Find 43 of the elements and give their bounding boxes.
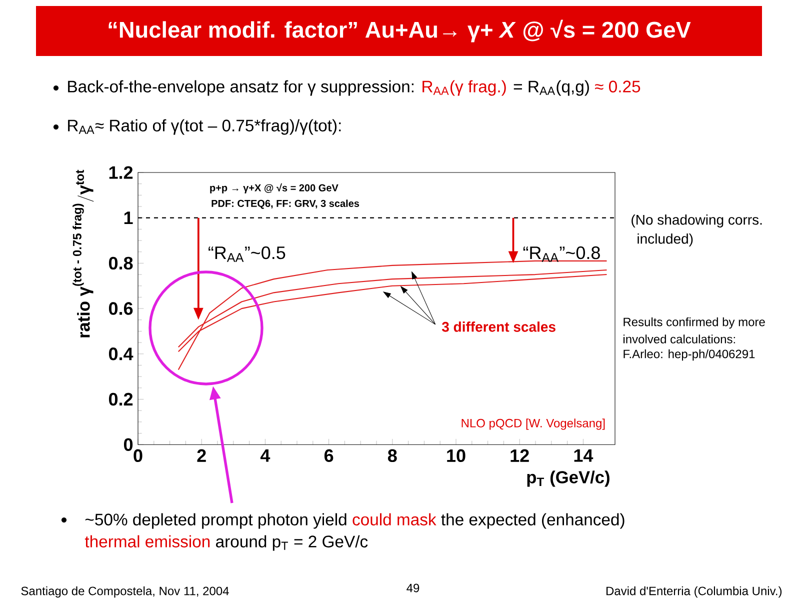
y-tick-label: 0.2 (108, 392, 133, 406)
annotation: “R$_{AA}$”~0.5 (208, 246, 286, 262)
x-tick-label: 10 (447, 449, 466, 462)
text: (No shadowing corrs. (632, 214, 762, 228)
text: ≈ 0.25 (595, 80, 640, 92)
x-tick-label: 8 (388, 449, 397, 462)
line-series (178, 260, 608, 370)
annotation: p+p → γ+X @ √s = 200 GeV (210, 183, 338, 194)
text: F.Arleo: hep-ph/0406291 (624, 349, 755, 361)
text: = R$_{AA}$(q,g) (514, 80, 589, 96)
x-axis-title: p$_{T}$ (GeV/c) (527, 470, 610, 487)
text: 49 (406, 584, 420, 592)
x-tick-label: 2 (197, 449, 206, 462)
text: could mask (352, 513, 436, 526)
chart-title: “Nuclear modif. factor” Au+Au→ γ+ X @ √s = 200 GeV (108, 20, 691, 42)
x-tick-label: 4 (260, 449, 270, 462)
y-tick-label: 0.4 (108, 348, 134, 360)
text: Back-of-the-envelope ansatz for γ suppression: (68, 80, 414, 96)
annotation: NLO pQCD [W. Vogelsang] (462, 418, 605, 430)
annotation: “R$_{AA}$”~0.8 (523, 246, 600, 262)
x-tick-label: 6 (324, 449, 334, 462)
text: included) (638, 233, 693, 247)
text: ~50% depleted prompt photon yield (85, 513, 346, 529)
text: around p$_{T}$ = 2 GeV/c (216, 535, 368, 551)
y-tick-label: 0.8 (108, 256, 133, 270)
x-tick-label: 14 (574, 449, 594, 462)
text: the expected (enhanced) (441, 513, 624, 529)
y-tick-label: 1 (124, 212, 133, 224)
annotation: PDF: CTEQ6, FF: GRV, 3 scales (212, 200, 360, 209)
text: David d'Enterria (Columbia Univ.) (606, 586, 782, 598)
text: Results confirmed by more (624, 317, 765, 329)
x-tick-label: 0 (134, 449, 142, 462)
y-tick-label: 1.2 (109, 166, 133, 179)
text: thermal emission (84, 535, 210, 548)
y-tick-label: 0 (124, 438, 133, 451)
text: Santiago de Compostela, Nov 11, 2004 (21, 586, 229, 598)
text: R$_{AA}$≈ Ratio of γ(tot – 0.75*frag)/γ(tot): (68, 119, 341, 135)
y-axis-title: $\mbox{ratio γ}^{\mbox{\fontsize{9}{10}\selectfont (tot - 0.75 frag)}}/\mbox{γ}^{\mbox{\fontsize{9}{10}\selectfont tot}}$ (72, 170, 94, 338)
x-tick-label: 12 (510, 449, 529, 462)
text: involved calculations: (624, 334, 735, 344)
annotation: 3 different scales (442, 322, 556, 332)
y-tick-label: 0.6 (108, 302, 133, 315)
text: R$_{AA}$(γ frag.) (422, 80, 506, 96)
